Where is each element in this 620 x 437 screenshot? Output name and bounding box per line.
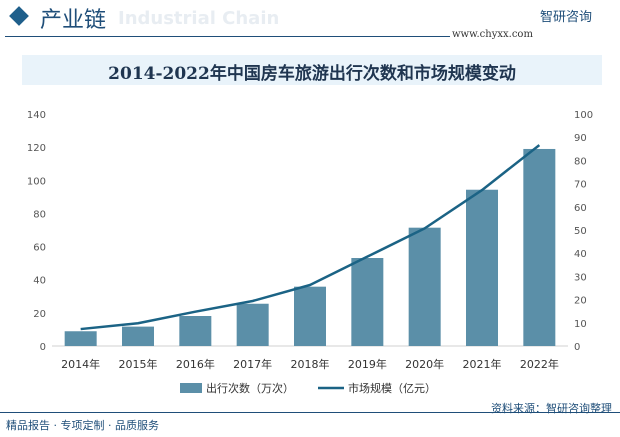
legend-bar-label: 出行次数（万次） [206, 381, 294, 395]
footer-slogan: 精品报告 · 专项定制 · 品质服务 [6, 417, 159, 433]
y-left-tick: 100 [27, 176, 46, 187]
y-left-tick: 20 [33, 309, 46, 320]
x-tick: 2016年 [176, 357, 215, 371]
y-left-tick: 120 [27, 143, 46, 154]
y-right-tick: 10 [574, 319, 587, 330]
y-right-tick: 20 [574, 296, 587, 307]
x-tick: 2018年 [291, 357, 330, 371]
x-tick: 2022年 [520, 357, 559, 371]
x-tick: 2015年 [119, 357, 158, 371]
bar [122, 327, 154, 346]
y-left-tick: 0 [40, 342, 46, 353]
bar [237, 304, 269, 346]
y-left-tick: 140 [27, 110, 46, 121]
bar [409, 228, 441, 346]
bar [523, 149, 555, 346]
y-left-tick: 60 [33, 243, 46, 254]
x-tick: 2017年 [233, 357, 272, 371]
bar [351, 258, 383, 346]
x-tick: 2019年 [348, 357, 387, 371]
chart: 0 20 40 60 80 100 120 140 0 10 20 30 40 50 60 70 80 90 100… [0, 0, 620, 410]
bar [294, 287, 326, 346]
legend-line-label: 市场规模（亿元） [348, 381, 436, 395]
y-right-tick: 50 [574, 226, 587, 237]
y-left-tick: 40 [33, 276, 46, 287]
y-right-tick: 90 [574, 133, 587, 144]
x-tick: 2014年 [61, 357, 100, 371]
y-left-tick: 80 [33, 209, 46, 220]
y-right-tick: 60 [574, 203, 587, 214]
y-right-tick: 40 [574, 249, 587, 260]
y-right-tick: 70 [574, 180, 587, 191]
x-tick: 2021年 [463, 357, 502, 371]
bar [179, 316, 211, 346]
legend-bar-swatch [180, 383, 202, 393]
bar [466, 190, 498, 346]
y-right-tick: 80 [574, 156, 587, 167]
y-right-tick: 100 [574, 110, 593, 121]
source-note: 资料来源：智研咨询整理 [491, 400, 612, 416]
x-tick: 2020年 [405, 357, 444, 371]
footer: 精品报告 · 专项定制 · 品质服务 资料来源：智研咨询整理 [0, 412, 620, 437]
y-right-tick: 30 [574, 272, 587, 283]
y-right-tick: 0 [574, 342, 580, 353]
bar [65, 331, 97, 346]
